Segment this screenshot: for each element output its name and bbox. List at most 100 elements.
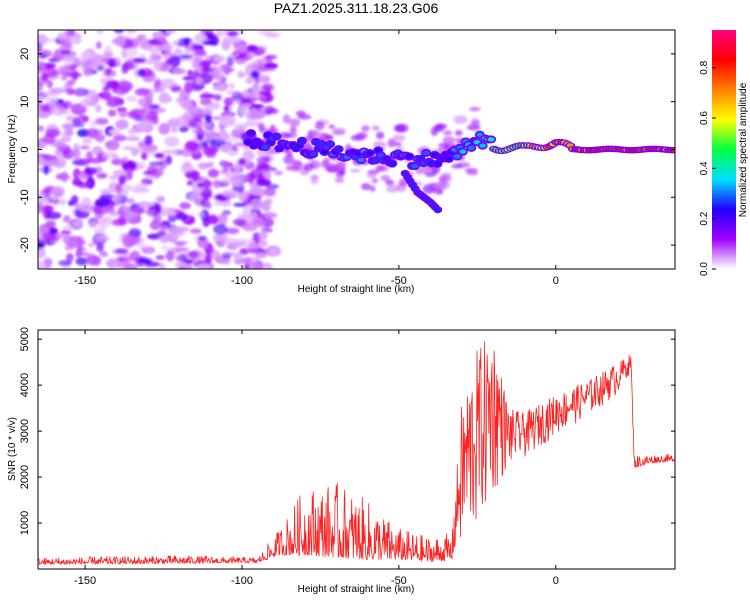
heatmap-noise-cell [117,215,127,226]
ridge-core [371,158,379,163]
heatmap-noise-cell [62,174,71,180]
heatmap-noise-cell [255,250,268,259]
heatmap-noise-cell [165,154,172,165]
heatmap-noise-cell [96,243,105,253]
heatmap-noise-cell [470,118,480,126]
heatmap-noise-cell [64,30,73,39]
heatmap-noise-cell [176,240,189,246]
heatmap-noise-cell [42,232,57,242]
heatmap-noise-cell [45,211,62,220]
heatmap-noise-cell [191,60,198,69]
heatmap-noise-cell [42,205,53,214]
heatmap-noise-cell [265,198,273,205]
heatmap-noise-cell [261,83,274,91]
heatmap-noise-cell [105,80,120,89]
ridge-core [445,156,453,162]
heatmap-noise-cell [158,122,171,135]
bottom-y-axis-label: SNR (10 * v/v) [7,417,18,481]
heatmap-noise-cell [144,261,161,268]
ridge-core [453,154,461,159]
heatmap-noise-cell [179,202,191,210]
heatmap-noise-cell [222,160,230,173]
heatmap-noise-cell [202,218,210,228]
heatmap-noise-cell [233,202,248,207]
heatmap-noise-cell [199,93,215,99]
heatmap-noise-cell [39,193,53,201]
heatmap-noise-cell [70,195,79,205]
heatmap-noise-cell [264,105,275,114]
heatmap-noise-cell [263,62,279,70]
heatmap-noise-cell [226,55,234,67]
heatmap-noise-cell [38,49,53,58]
heatmap-noise-cell [248,172,255,184]
ridge-core [479,143,487,148]
heatmap-noise-cell [115,119,129,130]
heatmap-noise-cell [254,234,261,246]
heatmap-noise-cell [258,122,265,132]
heatmap-noise-cell [45,128,60,138]
heatmap-noise-cell [85,150,93,162]
heatmap-noise-cell [125,136,141,142]
heatmap-noise-cell [177,41,190,47]
heatmap-noise-cell [71,69,79,81]
heatmap-noise-cell [101,56,108,64]
heatmap-noise-cell [38,156,45,165]
bottom-plot: -150 -100 -50 0 1000 2000 3000 4000 5000 Height… [7,327,676,595]
bottom-x-ticks: -150 -100 -50 0 [74,330,559,587]
heatmap-noise-cell [356,132,368,140]
heatmap-noise-cell [96,172,108,179]
heatmap-noise-cell [427,183,438,189]
x-tick-label: -150 [74,275,96,287]
heatmap-noise-cell [54,149,63,158]
heatmap-noise-cell [258,90,269,96]
ridge-core [261,144,269,150]
heatmap-noise-cell [137,68,146,77]
heatmap-noise-cell [454,130,463,136]
heatmap-noise-cell [38,125,44,132]
x-tick-label: -100 [231,575,253,587]
heatmap-noise-cell [269,248,278,256]
heatmap-noise-cell [387,138,397,148]
heatmap-noise-cell [85,52,96,61]
heatmap-noise-cell [181,147,192,157]
ridge-core [411,163,419,169]
heatmap-noise-cell [193,49,207,59]
heatmap-noise-cell [86,254,100,266]
heatmap-noise-cell [320,160,330,169]
heatmap-noise-cell [199,99,212,106]
heatmap-noise-cell [443,130,453,136]
heatmap-noise-cell [158,30,167,34]
heatmap-noise-cell [213,223,228,235]
heatmap-noise-cell [213,200,224,206]
heatmap-noise-cell [265,54,278,60]
heatmap-noise-cell [237,70,245,79]
heatmap-noise-cell [107,109,117,117]
heatmap-noise-cell [65,253,74,262]
heatmap-noise-cell [250,257,257,263]
heatmap-noise-cell [203,146,216,156]
heatmap-noise-cell [438,175,452,182]
branch-core [435,207,441,212]
heatmap-noise-cell [336,162,345,169]
heatmap-noise-cell [157,230,166,237]
heatmap-noise-cell [153,63,165,72]
colorbar-ticks: 0.0 0.2 0.4 0.6 0.8 [699,60,716,276]
heatmap-noise-cell [76,158,91,166]
heatmap-noise-cell [86,127,99,139]
heatmap-noise-cell [149,220,161,231]
heatmap-noise-cell [83,69,93,77]
heatmap-noise-cell [164,136,180,147]
heatmap-noise-cell [197,235,207,241]
heatmap-noise-cell [314,121,325,131]
y-tick-label: 3000 [19,419,31,443]
heatmap-noise-cell [60,76,68,81]
heatmap-noise-cell [138,88,148,93]
heatmap-noise-cell [187,69,194,77]
heatmap-noise-cell [42,156,59,165]
heatmap-noise-cell [159,225,170,230]
bottom-y-ticks: 1000 2000 3000 4000 5000 [19,327,675,535]
heatmap-noise-cell [178,102,192,107]
heatmap-noise-cell [45,220,57,228]
snr-series-line [38,341,675,566]
heatmap-noise-cell [88,60,100,71]
